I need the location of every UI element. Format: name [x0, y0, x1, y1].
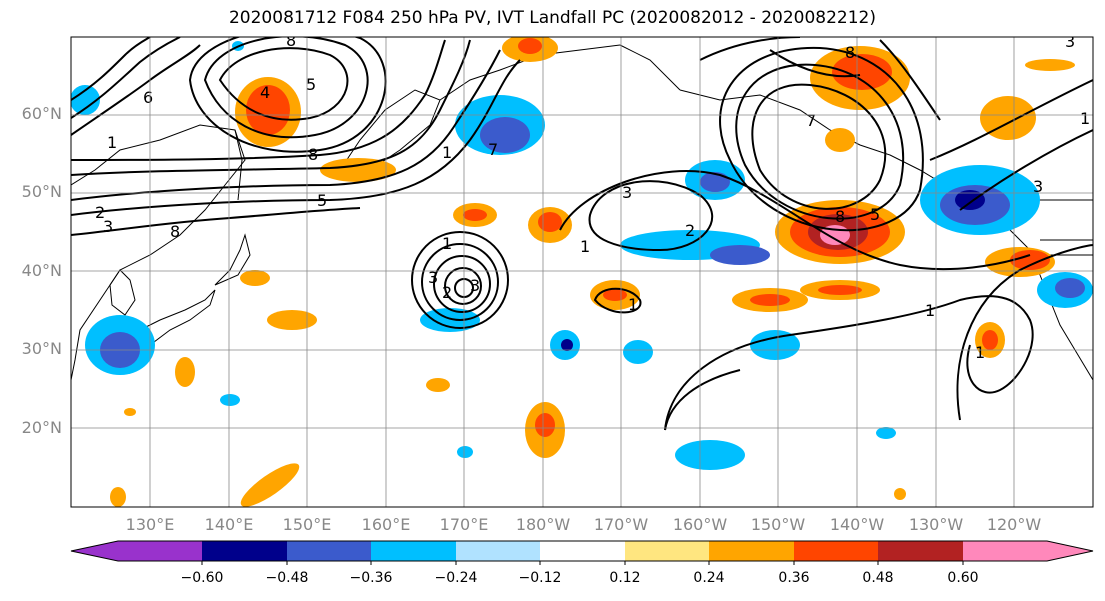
- contour-label: 8: [170, 222, 180, 241]
- lat-label: 50°N: [21, 182, 62, 201]
- contour-label: 8: [845, 43, 855, 62]
- contour-label: 2: [442, 283, 452, 302]
- gridlines: [71, 37, 1093, 507]
- contour-lines: [71, 37, 1093, 431]
- colorbar-outline: [70, 540, 1094, 562]
- lat-label: 30°N: [21, 339, 62, 358]
- colorbar-tick-label: 0.12: [609, 570, 641, 586]
- lon-label: 150°E: [282, 515, 332, 534]
- lon-label: 130°E: [125, 515, 175, 534]
- colorbar-tick-label: −0.48: [265, 570, 309, 586]
- colorbar-tick-label: 0.36: [778, 570, 810, 586]
- lon-label: 120°W: [986, 515, 1042, 534]
- contour-label: 3: [1033, 177, 1043, 196]
- map-title: 2020081712 F084 250 hPa PV, IVT Landfall…: [228, 8, 876, 28]
- contour-label: 1: [628, 295, 638, 314]
- contour-label: 3: [470, 276, 480, 295]
- contour-label: 1: [925, 301, 935, 320]
- contour-label: 8: [835, 207, 845, 226]
- contour-label: 1: [975, 343, 985, 362]
- colorbar-tick-label: −0.12: [518, 570, 562, 586]
- contour-label: 6: [143, 88, 153, 107]
- contour-label: 2: [685, 221, 695, 240]
- contour-label: 3: [1065, 32, 1075, 51]
- colorbar-tick-label: −0.60: [180, 570, 224, 586]
- contour-label: 1: [107, 133, 117, 152]
- contour-label: 3: [428, 268, 438, 287]
- contour-label: 1: [442, 234, 452, 253]
- colorbar-high-extension: [1047, 541, 1093, 561]
- contour-label: 4: [260, 83, 270, 102]
- lon-label: 150°W: [750, 515, 806, 534]
- colorbar-tick-label: 0.48: [862, 570, 894, 586]
- colorbar-low-extension: [71, 541, 118, 561]
- lon-label: 180°W: [515, 515, 571, 534]
- contour-label: 3: [622, 183, 632, 202]
- contour-label: 3: [103, 217, 113, 236]
- lon-label: 140°W: [829, 515, 885, 534]
- lat-label: 60°N: [21, 104, 62, 123]
- lon-label: 130°W: [908, 515, 964, 534]
- contour-label: 5: [306, 75, 316, 94]
- colorbar: [70, 540, 1094, 565]
- colorbar-tick-label: 0.60: [947, 570, 979, 586]
- colorbar-tick-label: −0.36: [349, 570, 393, 586]
- contour-label: 8: [308, 145, 318, 164]
- lat-label: 20°N: [21, 418, 62, 437]
- colorbar-tick-label: −0.24: [434, 570, 478, 586]
- contour-label: 1: [442, 143, 452, 162]
- lon-label: 160°W: [672, 515, 728, 534]
- colorbar-tick-label: 0.24: [693, 570, 725, 586]
- contour-label-group: 8 6 4 5 1 8 5 2 3 1 2 3 7 1 3 2 8 5 1 3 …: [95, 31, 1090, 362]
- lon-label: 160°E: [361, 515, 411, 534]
- lon-label: 170°E: [439, 515, 489, 534]
- lon-label: 170°W: [593, 515, 649, 534]
- lon-label: 140°E: [204, 515, 254, 534]
- map-frame: [70, 36, 1094, 508]
- lat-label: 40°N: [21, 261, 62, 280]
- pv-shading: [71, 37, 1093, 507]
- contour-label: 2: [95, 203, 105, 222]
- contour-label: 8: [286, 31, 296, 50]
- contour-label: 5: [317, 191, 327, 210]
- contour-label: 7: [488, 140, 498, 159]
- contour-label: 1: [1080, 109, 1090, 128]
- contour-label: 5: [870, 205, 880, 224]
- contour-label: 7: [806, 111, 816, 130]
- contour-label: 1: [580, 237, 590, 256]
